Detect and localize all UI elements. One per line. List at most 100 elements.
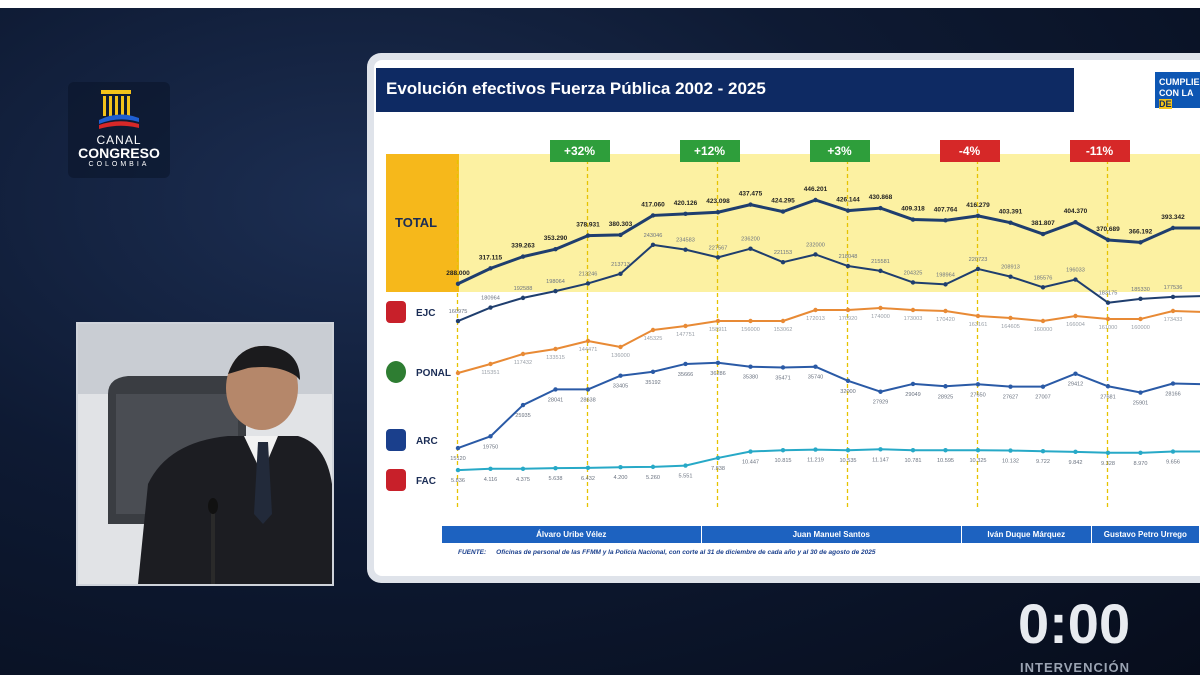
- data-label: 6.432: [581, 476, 595, 482]
- data-point: [1170, 308, 1176, 314]
- data-label: 136000: [611, 353, 630, 359]
- data-label: 409.318: [901, 206, 925, 213]
- data-point: [1138, 450, 1143, 455]
- data-point: [488, 466, 493, 471]
- speaker-video: [76, 322, 334, 586]
- data-point: [1138, 240, 1143, 245]
- data-point: [780, 259, 786, 265]
- data-label: 5.638: [549, 476, 563, 482]
- data-point: [845, 307, 851, 313]
- data-label: 4.116: [484, 477, 498, 483]
- data-label: 35380: [743, 375, 759, 381]
- data-point: [683, 211, 688, 217]
- data-point: [1170, 381, 1176, 386]
- data-label: 27007: [1035, 395, 1051, 401]
- data-point: [748, 246, 753, 251]
- data-point: [488, 361, 493, 367]
- data-label: 9.722: [1036, 459, 1050, 465]
- data-point: [813, 307, 818, 313]
- data-label: 147751: [676, 332, 695, 338]
- data-label: 29049: [905, 392, 921, 398]
- data-point: [878, 389, 883, 394]
- data-label: 33405: [613, 384, 629, 390]
- data-label: 28166: [1165, 392, 1181, 398]
- logo-line-3: COLOMBIA: [88, 161, 150, 168]
- change-badge: +32%: [549, 140, 610, 162]
- data-point: [683, 361, 688, 367]
- data-label: 288.000: [446, 270, 470, 277]
- data-point: [1073, 449, 1078, 455]
- data-label: 27681: [1100, 394, 1116, 400]
- data-point: [553, 465, 558, 471]
- data-point: [1040, 318, 1046, 324]
- data-label: 36286: [710, 371, 726, 377]
- data-point: [1105, 384, 1111, 389]
- data-label: 220723: [969, 257, 988, 263]
- data-point: [943, 218, 948, 223]
- data-point: [878, 447, 883, 452]
- data-point: [1138, 296, 1143, 302]
- timer-label: INTERVENCIÓN: [1020, 660, 1130, 675]
- data-point: [1073, 277, 1078, 282]
- data-point: [683, 323, 688, 329]
- data-label: 27929: [873, 400, 889, 406]
- data-point: [520, 254, 526, 259]
- line-chart: 288.000 317.115 339.263 353.290 378.931 380.3…: [446, 160, 1200, 520]
- data-label: 424.295: [771, 198, 795, 205]
- data-point: [1040, 285, 1046, 290]
- data-label: 198064: [546, 279, 565, 285]
- label-fac: FAC: [416, 476, 436, 487]
- data-point: [488, 434, 493, 439]
- data-point: [780, 448, 786, 453]
- data-point: [878, 305, 883, 311]
- data-point: [520, 295, 526, 301]
- data-point: [780, 318, 786, 324]
- data-label: 10.535: [839, 458, 856, 464]
- data-point: [748, 202, 753, 207]
- data-point: [683, 247, 688, 252]
- series-line-arc: [457, 361, 1200, 450]
- data-label: 437.475: [739, 191, 763, 198]
- data-label: 416.279: [966, 202, 990, 209]
- data-point: [975, 213, 981, 219]
- data-point: [1008, 448, 1013, 453]
- data-point: [1040, 231, 1046, 237]
- data-point: [715, 210, 721, 215]
- data-point: [975, 266, 981, 272]
- data-point: [618, 344, 623, 350]
- year-axis: [441, 508, 1200, 526]
- label-arc: ARC: [416, 436, 438, 447]
- data-label: 173433: [1164, 317, 1183, 323]
- data-label: 35471: [775, 375, 791, 381]
- data-point: [1138, 316, 1143, 322]
- data-point: [943, 308, 948, 314]
- data-label: 213246: [579, 271, 598, 277]
- data-point: [1073, 219, 1078, 225]
- data-label: 117432: [514, 360, 532, 366]
- data-label: 11.219: [807, 458, 824, 464]
- series-line-total: [457, 198, 1200, 286]
- slide-title-bar: Evolución efectivos Fuerza Pública 2002 …: [376, 68, 1074, 112]
- data-label: 446.201: [804, 186, 828, 193]
- label-ponal: PONAL: [416, 368, 451, 379]
- data-label: 10.781: [904, 458, 921, 464]
- congress-emblem-icon: [99, 90, 139, 129]
- data-point: [1138, 390, 1143, 395]
- data-label: 381.807: [1031, 220, 1055, 227]
- data-label: 25935: [515, 413, 531, 419]
- data-point: [1170, 225, 1176, 231]
- data-label: 5.836: [451, 478, 465, 484]
- data-point: [585, 338, 591, 344]
- data-point: [618, 232, 623, 238]
- slogan-line-1: CUMPLIE: [1159, 77, 1200, 87]
- data-point: [650, 327, 656, 333]
- data-label: 183175: [1099, 291, 1118, 297]
- data-label: 29412: [1068, 382, 1084, 388]
- data-label: 19750: [483, 444, 499, 450]
- data-point: [910, 448, 916, 453]
- data-label: 353.290: [544, 235, 568, 242]
- navy-anchor-icon: [386, 429, 406, 451]
- data-label: 174000: [871, 314, 890, 320]
- data-label: 15120: [450, 456, 466, 462]
- data-point: [1040, 384, 1046, 389]
